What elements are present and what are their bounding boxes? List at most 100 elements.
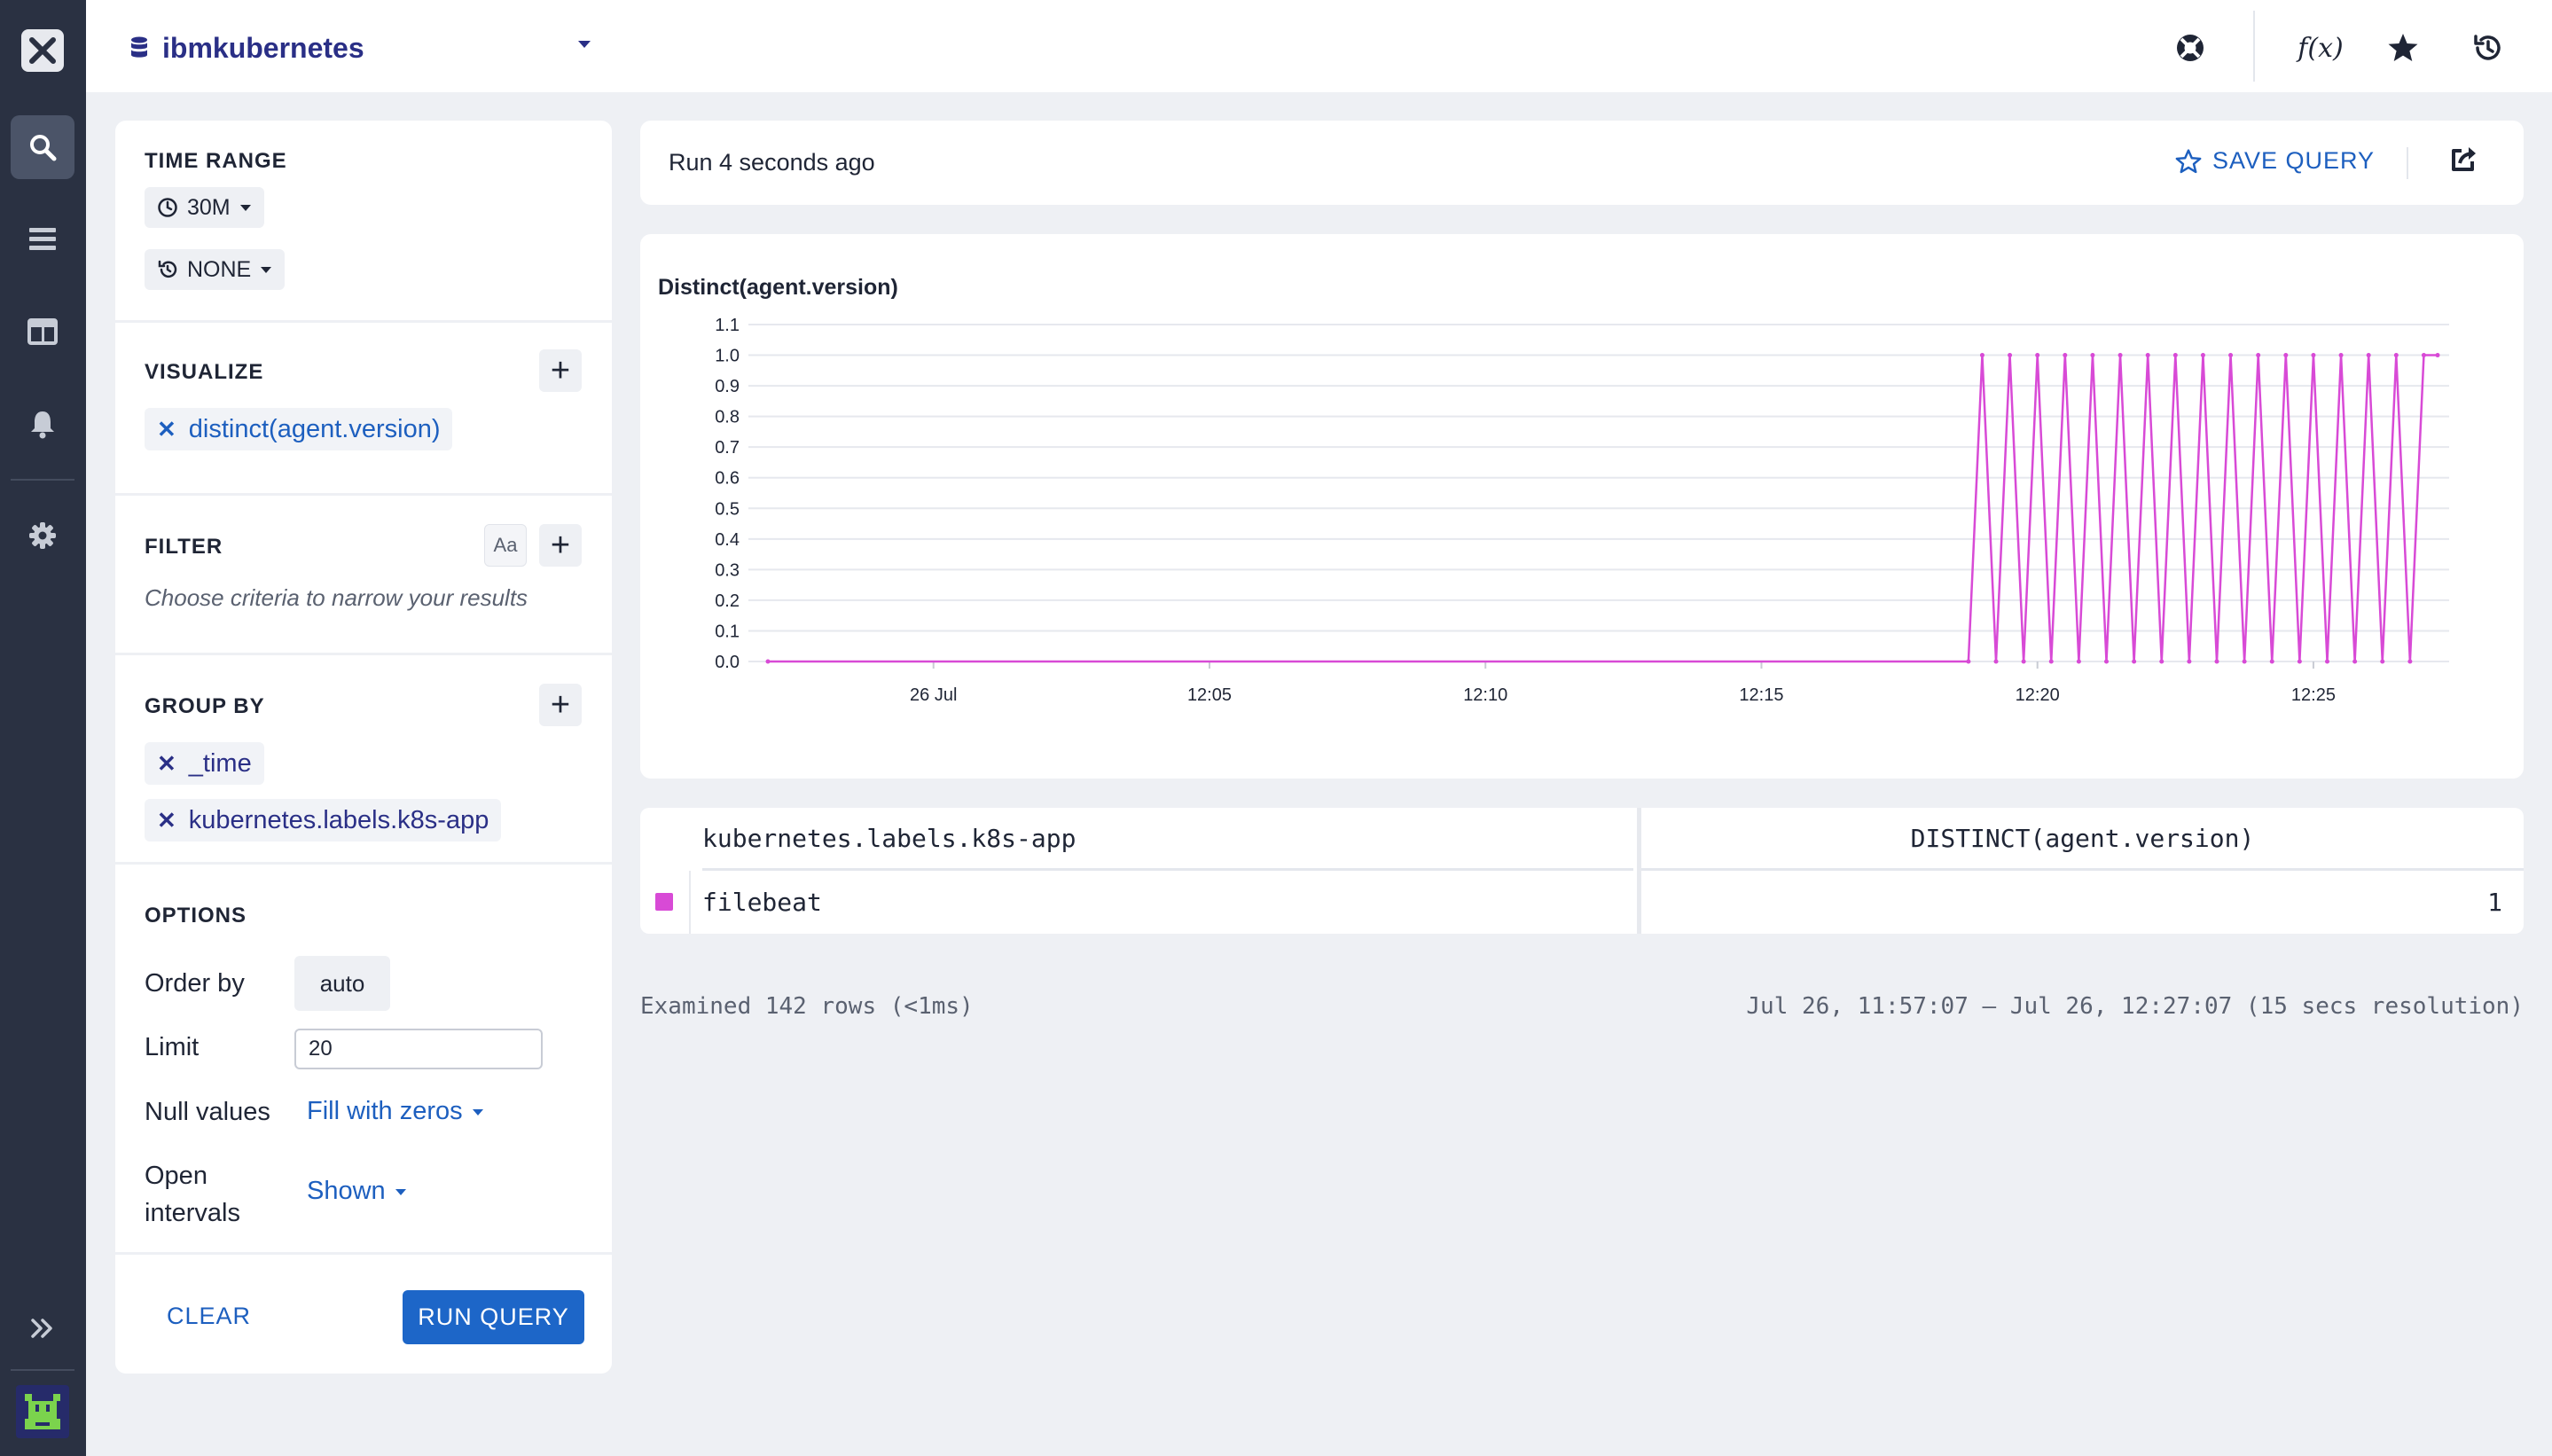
data-point	[2435, 353, 2440, 358]
stream-icon	[29, 228, 56, 250]
data-point	[2159, 659, 2165, 664]
avatar-pixel-icon	[18, 1387, 67, 1436]
data-point	[2380, 659, 2385, 664]
open-intervals-select[interactable]: Shown	[307, 1177, 407, 1206]
runbar-divider	[2407, 147, 2408, 179]
rail-divider-bottom	[11, 1369, 74, 1371]
group-by-tag-label: kubernetes.labels.k8s-app	[188, 805, 489, 834]
group-by-title: GROUP BY	[145, 694, 265, 718]
help-button[interactable]	[2169, 27, 2211, 69]
y-tick-label: 0.0	[715, 653, 740, 672]
order-by-select[interactable]: auto	[294, 956, 390, 1011]
table-header-value[interactable]: DISTINCT(agent.version)	[1641, 808, 2524, 871]
avatar[interactable]	[16, 1385, 69, 1438]
series-line	[768, 354, 2438, 663]
save-query-button[interactable]: SAVE QUERY	[2175, 147, 2375, 175]
remove-icon[interactable]: ✕	[157, 806, 176, 834]
data-point	[2008, 353, 2013, 358]
data-point	[2256, 353, 2261, 358]
clear-button[interactable]: CLEAR	[167, 1303, 252, 1329]
data-point	[2352, 659, 2358, 664]
limit-input[interactable]: 20	[294, 1029, 543, 1069]
data-point	[2063, 353, 2068, 358]
expand-sidebar-button[interactable]	[11, 1296, 74, 1360]
y-tick-label: 0.4	[715, 530, 740, 550]
chart-title: Distinct(agent.version)	[658, 275, 898, 300]
table-header-group[interactable]: kubernetes.labels.k8s-app	[702, 808, 1633, 871]
add-group-by-button[interactable]: +	[539, 684, 582, 726]
chevron-down-icon	[261, 267, 272, 273]
datasource-selector[interactable]: ibmkubernetes	[130, 30, 364, 66]
run-status: Run 4 seconds ago	[669, 149, 875, 176]
data-point	[2048, 659, 2054, 664]
data-point	[2118, 353, 2123, 358]
help-ring-icon	[2177, 35, 2204, 61]
y-tick-label: 0.1	[715, 622, 740, 641]
data-point	[1966, 659, 1971, 664]
query-history-button[interactable]	[2467, 27, 2509, 69]
null-values-select[interactable]: Fill with zeros	[307, 1097, 484, 1126]
column-divider[interactable]	[1637, 808, 1641, 934]
add-filter-button[interactable]: +	[539, 524, 582, 567]
share-button[interactable]	[2449, 144, 2479, 178]
remove-icon[interactable]: ✕	[157, 749, 176, 777]
group-by-tag[interactable]: ✕ kubernetes.labels.k8s-app	[145, 799, 502, 842]
group-by-tag[interactable]: ✕ _time	[145, 742, 264, 785]
chevron-down-icon	[239, 205, 251, 211]
topbar-divider	[2253, 11, 2255, 82]
filter-hint: Choose criteria to narrow your results	[145, 584, 528, 611]
visualize-tag-label: distinct(agent.version)	[188, 414, 441, 443]
x-tick-label: 12:15	[1739, 685, 1783, 705]
logo-x-icon	[29, 37, 56, 64]
time-range-selector[interactable]: 30M	[145, 187, 264, 228]
visualize-tag[interactable]: ✕ distinct(agent.version)	[145, 408, 453, 450]
search-icon	[30, 135, 57, 161]
case-sensitivity-toggle[interactable]: Aa	[484, 524, 527, 567]
app-logo[interactable]	[21, 29, 64, 72]
remove-icon[interactable]: ✕	[157, 415, 176, 442]
series-color-swatch[interactable]	[655, 893, 673, 911]
run-query-button[interactable]: RUN QUERY	[403, 1290, 584, 1344]
data-point	[2338, 353, 2344, 358]
datasource-name: ibmkubernetes	[162, 31, 364, 64]
share-icon	[2452, 147, 2476, 171]
chevron-down-icon[interactable]	[576, 39, 592, 50]
plus-icon: +	[550, 526, 571, 564]
options-title: OPTIONS	[145, 904, 247, 928]
left-nav-rail	[0, 0, 86, 1456]
nav-query-button[interactable]	[11, 115, 74, 179]
chevron-down-icon	[395, 1188, 406, 1195]
query-builder-panel: TIME RANGE 30M NONE VISUALIZE + ✕ distin…	[115, 121, 612, 1374]
y-tick-label: 0.5	[715, 499, 740, 519]
y-tick-label: 0.3	[715, 560, 740, 580]
x-tick-label: 12:10	[1463, 685, 1507, 705]
nav-dashboards-button[interactable]	[11, 300, 74, 364]
add-visualization-button[interactable]: +	[539, 349, 582, 392]
line-chart[interactable]: 0.0 0.1 0.2 0.3 0.4 0.5 0.6 0.7 0.8 0.9 1.0 1.1 26 J…	[640, 234, 2524, 779]
data-point	[2421, 353, 2426, 358]
nav-monitors-button[interactable]	[11, 392, 74, 456]
plus-icon: +	[550, 685, 571, 724]
starred-queries-button[interactable]	[2382, 27, 2424, 69]
y-tick-label: 0.6	[715, 469, 740, 489]
null-values-value: Fill with zeros	[307, 1097, 463, 1125]
row-divider	[689, 871, 691, 934]
open-intervals-label-line1: Open	[145, 1162, 207, 1190]
compare-selector[interactable]: NONE	[145, 249, 286, 290]
visualize-title: VISUALIZE	[145, 360, 264, 384]
data-point	[2172, 353, 2178, 358]
order-by-label: Order by	[145, 969, 245, 998]
functions-button[interactable]: f(x)	[2294, 27, 2347, 69]
data-point	[2021, 659, 2026, 664]
results-table: kubernetes.labels.k8s-app DISTINCT(agent…	[640, 808, 2524, 934]
nav-settings-button[interactable]	[11, 504, 74, 568]
data-point	[2145, 353, 2150, 358]
y-tick-label: 0.8	[715, 408, 740, 427]
x-tick-label: 26 Jul	[910, 685, 957, 705]
chart-card: Distinct(agent.version) 0.0 0.1 0.2 0.3 0.4 0…	[640, 234, 2524, 779]
nav-stream-button[interactable]	[11, 207, 74, 271]
data-point	[2407, 659, 2413, 664]
open-intervals-label: Open intervals	[145, 1157, 240, 1232]
data-point	[2132, 659, 2137, 664]
data-point	[2187, 659, 2192, 664]
